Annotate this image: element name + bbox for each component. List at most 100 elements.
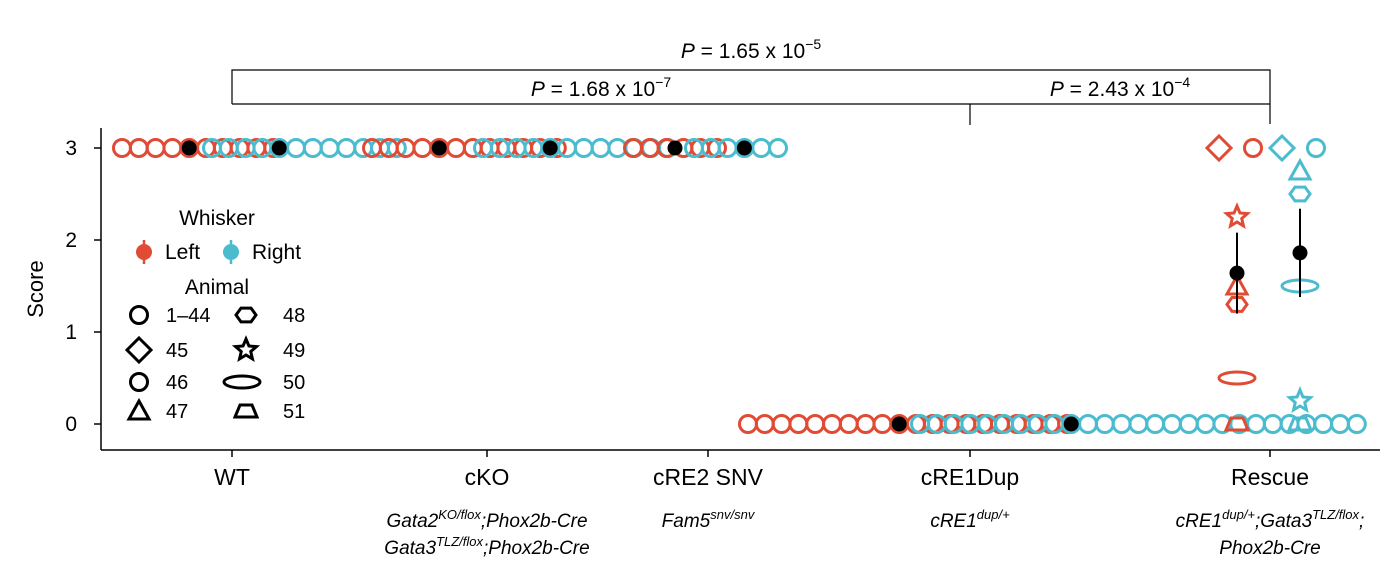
legend-animal-label-45: 45 [166, 340, 188, 362]
rescue-point-left-animal-50 [1217, 370, 1257, 386]
genotype-text: Gata2 [386, 511, 438, 532]
point-cre1-right [1262, 414, 1283, 434]
pvalue-label-2: P = 2.43 x 10−4 [1050, 74, 1191, 101]
y-tick-label-0: 0 [65, 413, 77, 436]
point-wt-right [286, 138, 306, 158]
point-cre1-left [771, 414, 792, 434]
genotype-text: ;Phox2b-Cre [483, 538, 590, 559]
x-tick-label-cre2: cRE2 SNV [653, 464, 764, 490]
rescue-point-left-animal-46 [1243, 138, 1263, 158]
x-tick-label-wt: WT [214, 464, 250, 490]
point-wt-right [319, 138, 340, 158]
point-cko-left [446, 138, 466, 158]
point-cre2-left [707, 138, 727, 158]
legend-animal-shape-47 [126, 397, 152, 421]
mean-cre2-left [667, 140, 683, 156]
point-wt-right [336, 138, 357, 158]
rescue-point-right-animal-47 [1287, 157, 1313, 181]
legend-animal-shape-48 [234, 306, 258, 324]
x-tick-label-cko: cKO [465, 464, 510, 490]
point-cre1-left [805, 414, 826, 434]
rescue-point-right-animal-51 [1286, 416, 1314, 432]
point-cre1-left [838, 414, 859, 434]
mean-cko-left [431, 140, 447, 156]
legend-whisker-label-right: Right [252, 241, 301, 264]
pvalue-label-0: P = 1.65 x 10−5 [681, 36, 822, 63]
genotype-superscript: KO/flox [438, 507, 481, 522]
point-cre1-right [1195, 414, 1216, 434]
mean-wt-right [271, 140, 287, 156]
mean-cre1-right [1063, 416, 1079, 432]
point-cre1-right [1178, 414, 1199, 434]
rescue-point-left-animal-49 [1222, 202, 1252, 230]
genotype-superscript: TLZ/flox [436, 534, 483, 549]
legend-whisker-label-left: Left [165, 241, 200, 264]
point-cre1-right [1111, 414, 1132, 434]
legend-animal-label-46: 46 [166, 372, 188, 394]
y-axis-label: Score [23, 260, 48, 317]
y-tick-label-2: 2 [65, 229, 77, 252]
genotype-superscript: dup/+ [977, 507, 1010, 522]
genotype-text: ;Gata3 [1255, 511, 1312, 532]
genotype-text: Gata3 [384, 538, 436, 559]
pvalue-exponent: −4 [1174, 74, 1190, 90]
p-symbol: P [1050, 78, 1064, 101]
point-wt-left [145, 138, 166, 158]
pvalue-mantissa: = 2.43 x 10 [1064, 78, 1174, 101]
genotype-cre1-line-0: cRE1dup/+​ [930, 507, 1010, 532]
point-cre1-right [1128, 414, 1149, 434]
genotype-rescue-line-0: cRE1dup/+​;Gata3TLZ/flox​; [1176, 507, 1365, 532]
point-cre1-left [788, 414, 809, 434]
x-tick-label-cre1: cRE1Dup [921, 464, 1019, 490]
point-cko-right [573, 138, 594, 158]
genotype-cre2-line-0: Fam5snv/snv​ [662, 507, 756, 532]
point-cre1-left [855, 414, 876, 434]
point-cre1-right [1094, 414, 1115, 434]
x-tick-label-rescue: Rescue [1231, 464, 1309, 490]
point-cko-right [557, 138, 577, 158]
genotype-text: cRE1 [930, 511, 976, 532]
legend-animal-shape-49 [231, 335, 261, 363]
mean-cre2-right [736, 140, 752, 156]
mean-wt-left [181, 140, 197, 156]
genotype-text: ;Phox2b-Cre [481, 511, 588, 532]
legend-animal-label-48: 48 [283, 305, 305, 327]
genotype-cko-line-1: Gata3TLZ/flox​;Phox2b-Cre [384, 534, 589, 559]
point-cre1-right [1162, 414, 1182, 434]
p-symbol: P [531, 78, 545, 101]
point-wt-left [162, 138, 183, 158]
legend-whisker-title: Whisker [179, 207, 255, 230]
legend-animal-label-47: 47 [166, 401, 188, 423]
mean-rescue-right [1292, 245, 1308, 261]
legend-animal-label-49: 49 [283, 340, 305, 362]
pvalue-bracket-0 [231, 69, 1271, 124]
genotype-text: ; [1359, 511, 1364, 532]
point-cre2-right [768, 138, 788, 158]
pvalue-exponent: −7 [655, 74, 671, 90]
point-cre1-left [822, 414, 842, 434]
rescue-point-right-animal-48 [1288, 185, 1312, 203]
legend-whisker-dot-right [223, 244, 239, 260]
pvalue-mantissa: = 1.65 x 10 [695, 40, 805, 63]
point-cre1-right [1346, 414, 1367, 434]
rescue-point-right-animal-45 [1267, 133, 1297, 163]
point-cre1-right [1330, 414, 1350, 434]
mean-cko-right [542, 140, 558, 156]
legend-animal-shape-45 [124, 335, 154, 365]
pvalue-exponent: −5 [805, 36, 821, 52]
point-cre1-right [1145, 414, 1166, 434]
pvalue-label-1: P = 1.68 x 10−7 [531, 74, 672, 101]
legend-animal-label-1–44: 1–44 [166, 305, 211, 327]
legend-animal-shape-51 [232, 403, 260, 419]
genotype-rescue-line-1: Phox2b-Cre [1219, 538, 1320, 559]
genotype-text: Fam5 [662, 511, 711, 532]
genotype-superscript: TLZ/flox [1312, 507, 1359, 522]
mean-rescue-left [1229, 265, 1245, 281]
y-tick-label-3: 3 [65, 137, 77, 160]
point-wt-right [302, 138, 323, 158]
y-tick-label-1: 1 [65, 321, 77, 344]
point-cre1-left [754, 414, 775, 434]
point-cre1-right [1078, 414, 1098, 434]
p-symbol: P [681, 40, 695, 63]
legend-animal-label-51: 51 [283, 401, 305, 423]
